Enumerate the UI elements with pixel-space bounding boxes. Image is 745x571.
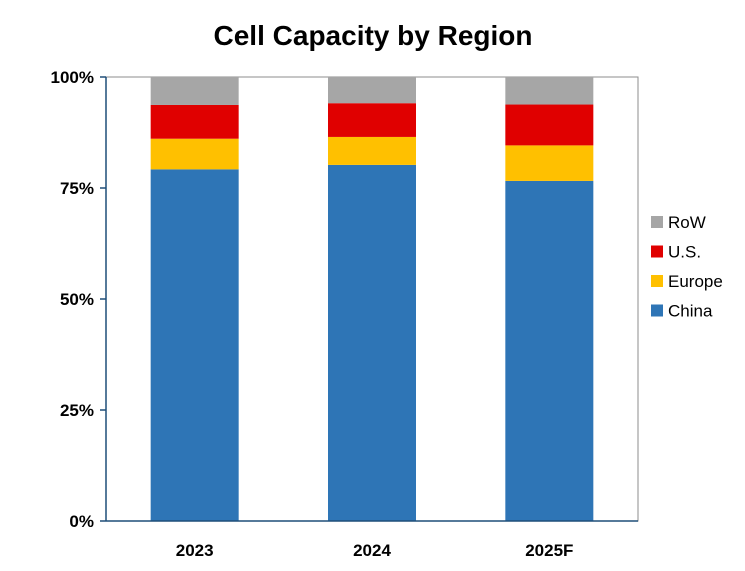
legend: RoW U.S. Europe China — [651, 213, 723, 321]
bar-europe-2025f — [505, 145, 594, 181]
bar-u-s-2023 — [150, 104, 239, 139]
y-tick-label: 25% — [60, 401, 94, 420]
tick-labels-group: 0% 25% 50% 75% 100% 2023 2024 2025F — [51, 68, 574, 560]
legend-swatch — [651, 304, 663, 317]
bar-u-s-2024 — [328, 103, 416, 137]
legend-swatch — [651, 275, 663, 287]
x-tick-label: 2025F — [525, 541, 573, 560]
legend-label: China — [668, 302, 713, 321]
legend-item-u-s: U.S. — [651, 243, 701, 262]
bar-row-2024 — [328, 77, 416, 104]
chart-title: Cell Capacity by Region — [214, 20, 533, 51]
legend-label: RoW — [668, 213, 706, 232]
bar-row-2025f — [505, 77, 594, 105]
legend-label: Europe — [668, 272, 723, 291]
legend-item-europe: Europe — [651, 272, 723, 291]
bar-europe-2024 — [328, 136, 416, 165]
y-tick-label: 75% — [60, 179, 94, 198]
x-tick-label: 2024 — [353, 541, 391, 560]
bars-group — [150, 77, 594, 521]
y-tick-label: 50% — [60, 290, 94, 309]
bar-europe-2023 — [150, 138, 239, 170]
legend-label: U.S. — [668, 243, 701, 262]
legend-swatch — [651, 216, 663, 228]
bar-china-2023 — [150, 169, 239, 521]
bar-china-2025f — [505, 180, 594, 521]
bar-row-2023 — [150, 77, 239, 105]
bar-china-2024 — [328, 164, 416, 521]
legend-item-row: RoW — [651, 213, 706, 232]
x-tick-label: 2023 — [176, 541, 214, 560]
bar-u-s-2025f — [505, 104, 594, 146]
y-tick-label: 100% — [51, 68, 94, 87]
legend-swatch — [651, 245, 663, 258]
y-tick-label: 0% — [69, 512, 94, 531]
legend-item-china: China — [651, 302, 713, 321]
